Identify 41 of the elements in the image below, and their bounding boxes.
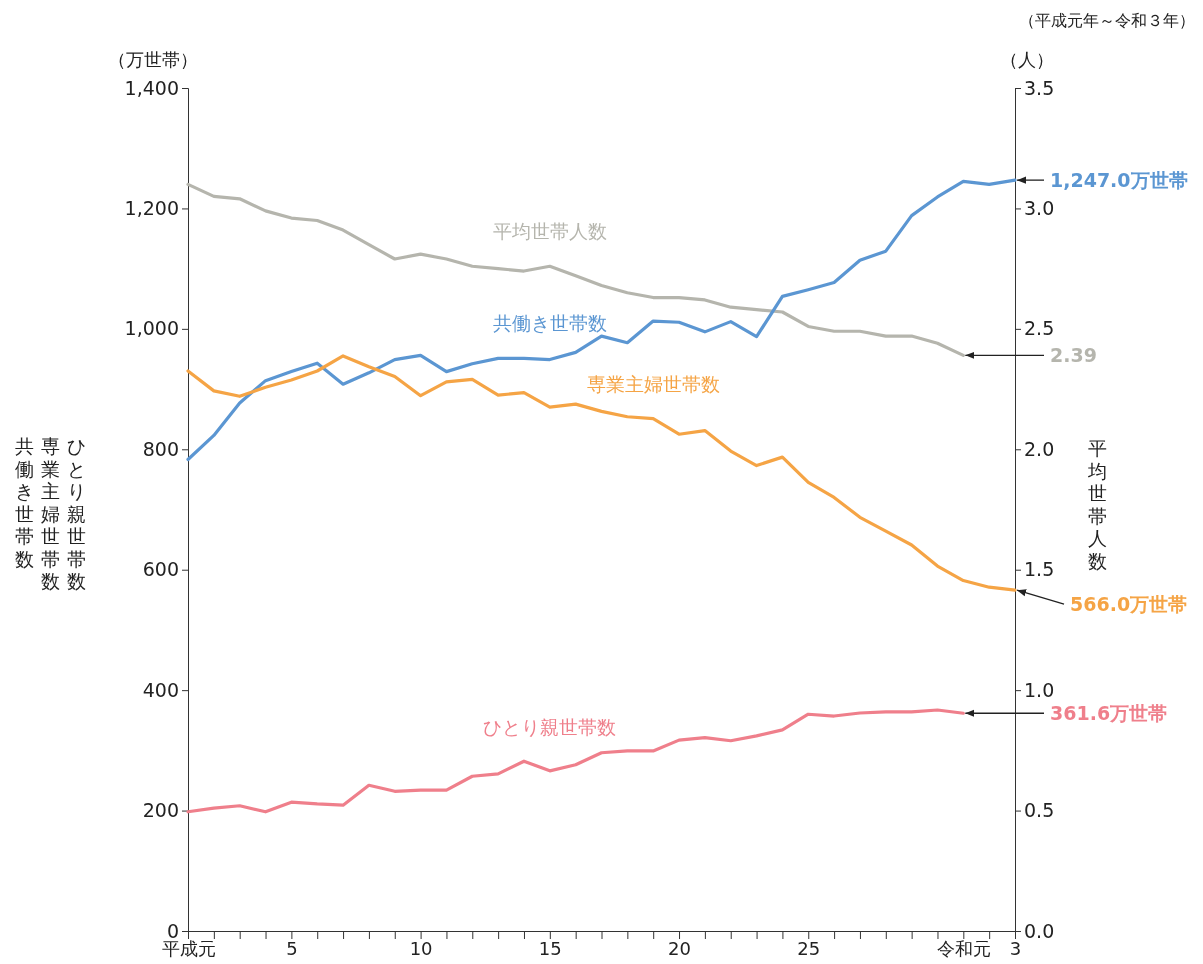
x-tick-label: 15 <box>538 937 562 959</box>
y-tick-label: 800 <box>142 437 179 460</box>
text: 専業主婦世帯数 <box>40 435 60 592</box>
y-tick-label: 1,000 <box>124 317 179 340</box>
y2-axis-title: 平均世帯人数 <box>1086 437 1107 572</box>
y-tick-label: 600 <box>142 558 179 581</box>
x-tick-label: 令和元 <box>936 937 991 959</box>
line-series <box>186 354 1017 592</box>
y2-tick-label: 1.0 <box>1024 678 1055 701</box>
y2-tick-label: 0.0 <box>1024 919 1055 942</box>
x-tick-label: 3 <box>1009 937 1022 959</box>
x-tick-label: 10 <box>409 937 433 959</box>
series-label: 共働き世帯数 <box>492 311 607 334</box>
series-label: 専業主婦世帯数 <box>586 372 720 395</box>
x-tick-label: 20 <box>668 937 691 959</box>
y2-tick-label: 3.5 <box>1024 76 1055 99</box>
line-series <box>186 708 965 814</box>
y2-tick-label: 2.0 <box>1024 437 1055 460</box>
y-tick-label: 1,200 <box>124 197 179 220</box>
series-label: ひとり親世帯数 <box>483 715 617 738</box>
y-tick-label: 400 <box>142 678 179 701</box>
data-label: 2.39 <box>1050 344 1097 366</box>
y2-tick-label: 3.0 <box>1024 197 1055 220</box>
y-tick-label: 1,400 <box>124 76 179 99</box>
y2-tick-label: 2.5 <box>1024 317 1055 340</box>
text: （平成元年～令和３年） <box>1019 11 1195 30</box>
series-label: 平均世帯人数 <box>492 220 607 243</box>
text: ひとり親世帯数 <box>66 435 86 592</box>
data-label: 1,247.0万世帯 <box>1050 168 1188 191</box>
line-series <box>186 182 965 357</box>
x-tick-label: 25 <box>797 937 821 959</box>
data-label: 566.0万世帯 <box>1070 592 1188 615</box>
data-label: 361.6万世帯 <box>1050 701 1168 724</box>
text: （人） <box>1000 49 1054 70</box>
line-series <box>186 178 1017 462</box>
y2-tick-label: 0.5 <box>1024 799 1055 822</box>
text: （万世帯） <box>108 49 198 70</box>
y2-tick-label: 1.5 <box>1024 558 1055 581</box>
x-tick-label: 5 <box>286 937 298 959</box>
y-axis-title: 共働き世帯数 <box>14 435 34 570</box>
y-tick-label: 200 <box>142 799 179 822</box>
